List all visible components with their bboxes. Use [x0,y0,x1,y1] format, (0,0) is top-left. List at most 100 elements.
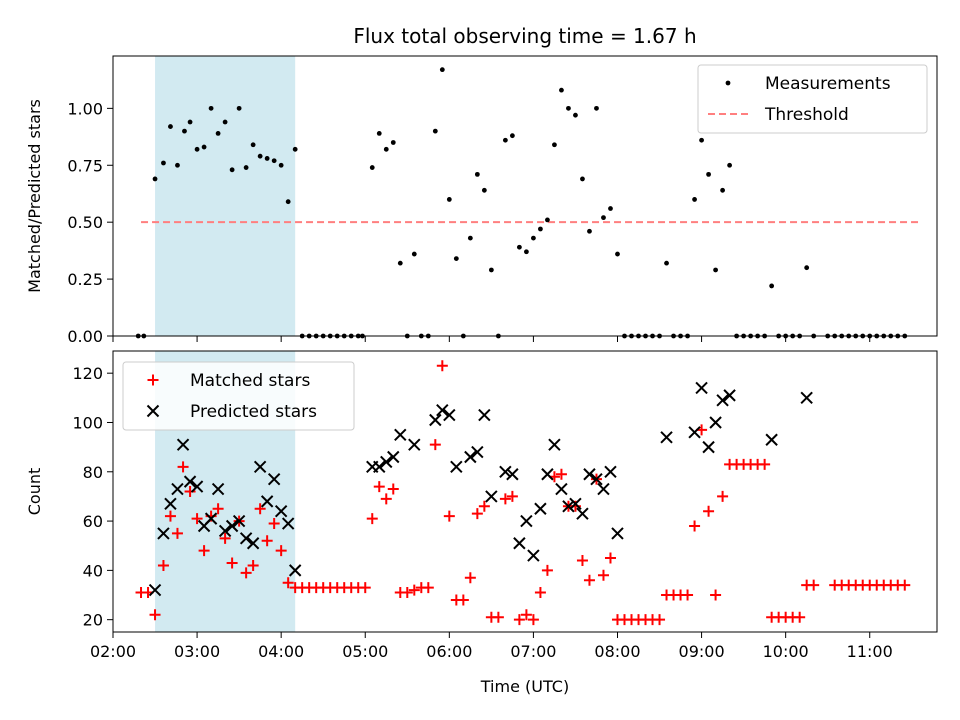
predicted-star-point [471,445,484,459]
top-shaded-span [155,56,296,336]
matched-star-point [471,508,483,520]
predicted-star-point [478,408,491,422]
x-axis-label: Time (UTC) [480,677,569,696]
measurement-point [152,176,158,182]
matched-star-point [373,481,385,493]
measurement-point [194,146,200,152]
measurement-point [559,87,564,93]
matched-star-point [506,490,518,502]
measurement-point [182,128,187,134]
matched-star-point [457,594,469,606]
matched-star-point [794,611,806,623]
predicted-star-point [443,408,456,422]
predicted-star-point [576,507,589,520]
predicted-star-point [148,583,162,597]
y-tick-label: 0.50 [67,213,103,232]
measurement-point [243,165,249,170]
bottom-frame [112,350,938,633]
matched-star-point [604,552,616,564]
y-tick-label: 20 [83,611,103,630]
legend-box [122,361,355,431]
predicted-star-point [520,514,533,528]
y-tick-label: 40 [83,561,103,580]
legend-measurement-marker [725,80,731,86]
measurement-point [390,140,396,145]
measurement-point [432,128,438,134]
matched-star-point [443,510,455,522]
measurement-point [720,187,725,193]
matched-star-point [759,458,771,470]
measurement-point [236,105,242,111]
predicted-star-point [450,460,463,474]
predicted-star-point [211,482,225,496]
matched-star-point [268,518,280,530]
predicted-star-point [274,505,288,518]
matched-star-point [464,572,476,584]
top-y-ticks: 0.00 0.25 0.50 0.75 1.00 [67,99,113,346]
bottom-y-axis-label: Count [25,468,44,516]
legend-predicted-marker [146,404,160,418]
y-tick-label: 0.25 [67,270,103,289]
predicted-star-point [232,514,246,528]
matched-star-point [654,614,666,626]
y-tick-label: 120 [72,364,103,383]
predicted-star-point [499,465,512,478]
predicted-star-point [260,495,274,508]
predicted-star-point [688,426,701,439]
measurement-point [208,105,214,111]
measurement-point [615,251,620,257]
measurement-point [727,162,732,168]
measurement-point [608,206,613,211]
predicted-star-point [171,482,184,496]
predicted-star-point [597,482,610,496]
y-tick-label: 1.00 [67,99,103,118]
measurement-point [594,105,599,111]
matched-star-point [254,503,266,515]
measurement-point [692,197,697,202]
matched-star-point [717,490,729,502]
matched-star-point [171,527,183,539]
predicted-star-point [569,497,582,511]
y-tick-label: 0.00 [67,327,103,346]
matched-star-point [703,505,715,517]
x-tick-label: 11:00 [847,642,893,661]
measurement-point [383,146,389,152]
matched-star-point [436,360,448,372]
matched-star-point [710,589,722,601]
predicted-star-point [373,460,386,474]
top-frame [112,55,938,337]
predicted-star-point [534,502,547,515]
measurement-point [271,158,277,164]
predicted-star-point [723,389,736,402]
y-tick-label: 60 [83,512,103,531]
predicted-star-point [239,532,253,545]
predicted-star-point [190,480,204,493]
matched-star-point [534,587,546,599]
predicted-star-point [555,482,568,496]
bottom-panel: 20 40 60 80 100 120 02:00 03:00 04:00 05:00 06:00… [25,350,938,661]
predicted-star-point [513,537,526,550]
matched-star-point [513,614,525,626]
predicted-star-point [611,527,624,540]
measurement-point [215,130,221,136]
measurement-point [580,176,585,182]
x-tick-label: 06:00 [426,642,472,661]
predicted-star-point [695,381,708,395]
measurement-point [516,244,522,250]
predicted-star-point [246,537,260,550]
predicted-star-point [429,413,442,427]
top-x-ticks [112,336,871,342]
measurement-point [453,256,459,262]
matched-star-point [261,535,273,547]
predicted-star-point [716,394,729,407]
x-tick-label: 05:00 [342,642,388,661]
measurement-point [278,162,284,168]
predicted-star-point [583,468,596,481]
predicted-star-point [157,527,170,540]
top-y-axis-label: Matched/Predicted stars [25,99,44,293]
measurement-point [201,144,207,150]
predicted-star-point [527,549,540,562]
matched-star-point [597,569,609,581]
matched-star-point [184,486,196,497]
bottom-legend: Matched stars Predicted stars [122,361,355,431]
